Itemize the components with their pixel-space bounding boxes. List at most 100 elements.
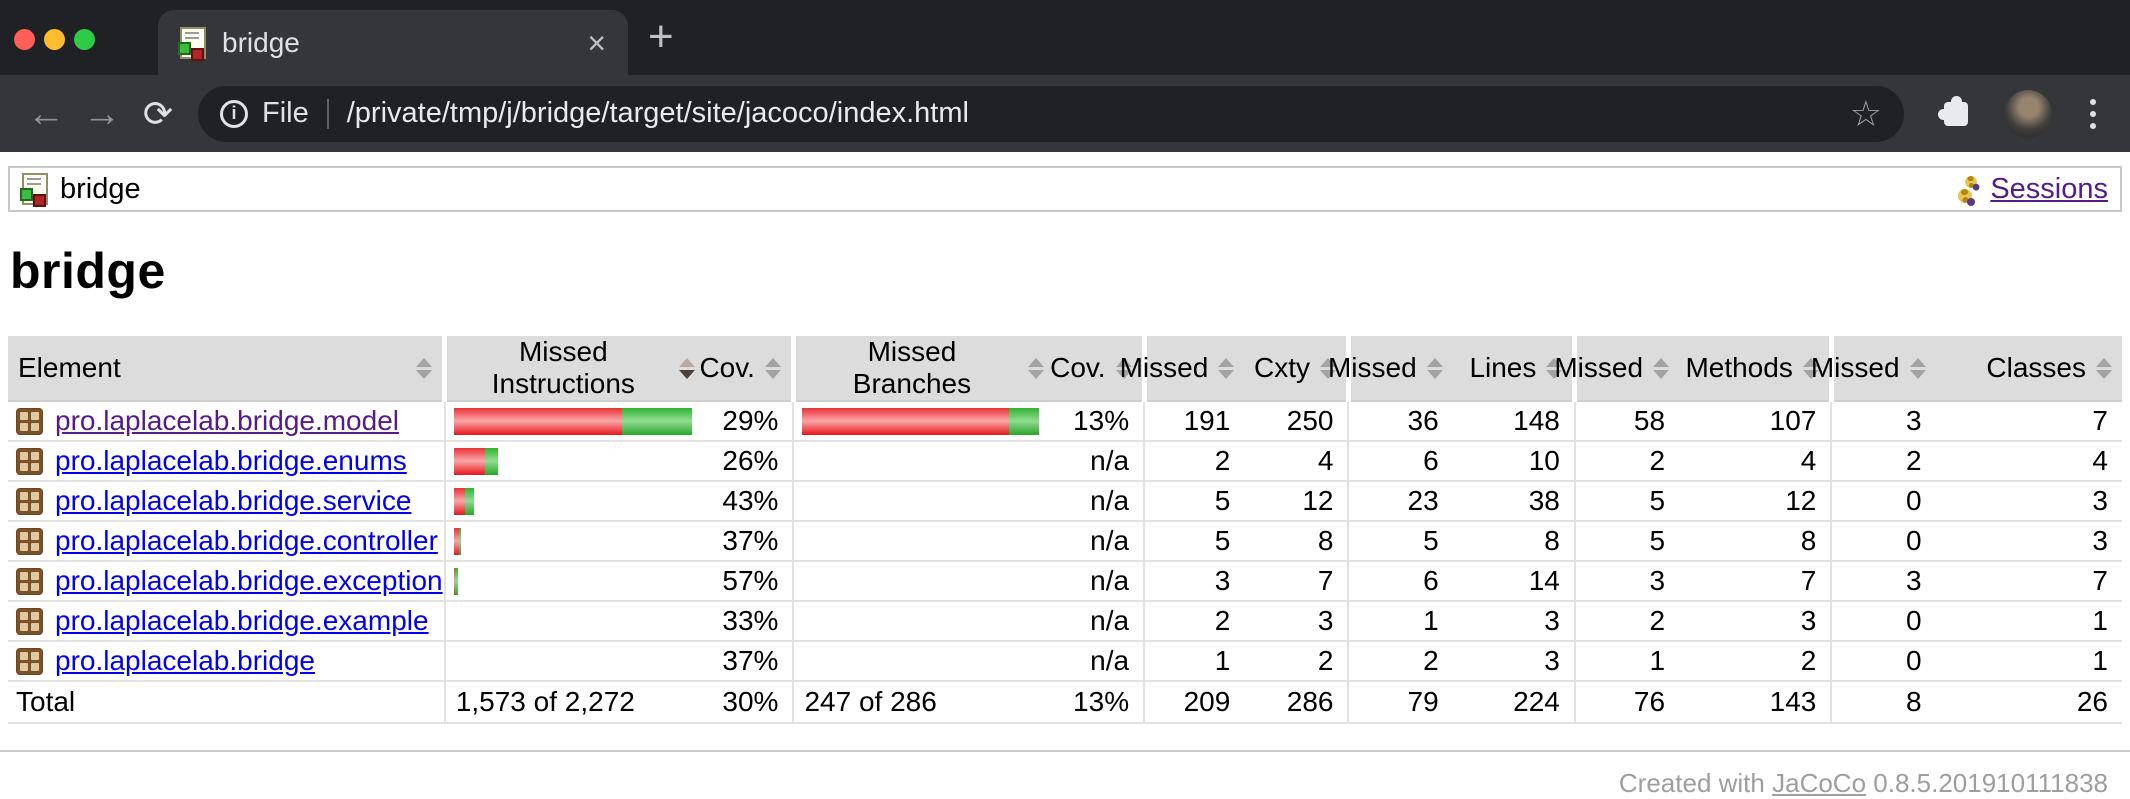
- window-controls: [14, 29, 95, 50]
- package-row: pro.laplacelab.bridge.model 29% 13% 191 250 3…: [8, 401, 2122, 442]
- total-missed-methods: 76: [1573, 681, 1680, 724]
- footer: Created with JaCoCo 0.8.5.201910111838: [0, 768, 2108, 799]
- missed-classes-cell: 2: [1830, 441, 1936, 482]
- minimize-window-button[interactable]: [44, 29, 65, 50]
- package-cell: pro.laplacelab.bridge.example: [8, 601, 445, 642]
- missed-branches-cell: [792, 441, 1054, 482]
- cxty-cell: 4: [1244, 441, 1349, 482]
- column-header-cov-[interactable]: Cov.: [699, 336, 794, 402]
- missed-bar-segment: [453, 407, 622, 435]
- column-header-missed-instructions[interactable]: Missed Instructions: [442, 336, 706, 402]
- total-row: Total 1,573 of 2,272 30% 247 of 286 13% …: [8, 681, 2122, 724]
- total-lines: 224: [1452, 681, 1575, 724]
- missed-branches-cell: [792, 481, 1054, 522]
- browser-menu-icon[interactable]: [2090, 98, 2096, 129]
- missed-classes-cell: 0: [1830, 601, 1936, 642]
- total-branch-coverage: 13%: [1053, 681, 1145, 724]
- back-icon[interactable]: ←: [27, 92, 65, 135]
- sessions-gears-icon: [1958, 175, 1980, 206]
- package-link[interactable]: pro.laplacelab.bridge.example: [55, 605, 429, 636]
- package-link[interactable]: pro.laplacelab.bridge.model: [55, 405, 399, 436]
- package-link[interactable]: pro.laplacelab.bridge.controller: [55, 525, 438, 556]
- extensions-puzzle-icon[interactable]: [1938, 95, 1968, 126]
- reload-icon[interactable]: ⟳: [142, 92, 174, 134]
- missed-classes-cell: 0: [1830, 521, 1936, 562]
- package-icon: [16, 567, 43, 595]
- column-header-element[interactable]: Element: [8, 336, 445, 402]
- methods-cell: 8: [1679, 521, 1832, 562]
- column-header-missed-branches[interactable]: Missed Branches: [790, 336, 1054, 402]
- column-header-missed[interactable]: Missed: [1554, 336, 1680, 402]
- page-info-icon[interactable]: i: [220, 99, 248, 128]
- profile-avatar[interactable]: [2004, 89, 2052, 138]
- report-icon: [20, 173, 48, 207]
- column-header-cov-[interactable]: Cov.: [1050, 336, 1145, 402]
- jacoco-favicon-icon: [178, 26, 206, 61]
- column-label: Cxty: [1253, 352, 1310, 383]
- coverage-bar: [454, 648, 695, 675]
- browser-tab[interactable]: bridge ×: [158, 10, 628, 75]
- package-row: pro.laplacelab.bridge.exception 57% n/a 3 7 6…: [8, 561, 2122, 602]
- package-link[interactable]: pro.laplacelab.bridge.exception: [55, 565, 443, 596]
- browser-toolbar: ← → ⟳ i File /private/tmp/j/bridge/targe…: [0, 75, 2130, 152]
- sort-arrows-icon: [416, 357, 433, 379]
- footer-divider: [0, 750, 2130, 752]
- column-header-missed[interactable]: Missed: [1120, 336, 1245, 402]
- missed-branches-cell: [792, 601, 1054, 642]
- instruction-coverage-cell: 43%: [705, 481, 794, 522]
- tab-close-icon[interactable]: ×: [587, 24, 606, 61]
- maximize-window-button[interactable]: [74, 29, 95, 50]
- package-cell: pro.laplacelab.bridge.service: [8, 481, 445, 522]
- forward-icon[interactable]: →: [83, 92, 121, 135]
- column-header-missed[interactable]: Missed: [1328, 336, 1453, 402]
- new-tab-button[interactable]: +: [648, 12, 674, 61]
- sessions-link[interactable]: Sessions: [1990, 172, 2108, 205]
- address-url[interactable]: /private/tmp/j/bridge/target/site/jacoco…: [346, 97, 969, 129]
- missed-branches-cell: [792, 561, 1054, 602]
- column-label: Missed: [1119, 352, 1209, 383]
- package-cell: pro.laplacelab.bridge: [8, 641, 445, 682]
- jacoco-link[interactable]: JaCoCo: [1772, 768, 1867, 798]
- methods-cell: 4: [1679, 441, 1832, 482]
- table-header-row: Element Missed Instructions Cov. Missed Bra…: [8, 336, 2122, 402]
- missed-classes-cell: 3: [1830, 561, 1936, 602]
- cxty-cell: 7: [1244, 561, 1349, 602]
- jacoco-report-page: bridge Sessions bridge Element Missed Ins…: [0, 166, 2130, 798]
- missed-methods-cell: 2: [1573, 601, 1680, 642]
- sort-arrows-icon: [1218, 357, 1235, 379]
- package-link[interactable]: pro.laplacelab.bridge: [55, 645, 315, 676]
- missed-classes-cell: 3: [1830, 401, 1936, 442]
- missed-lines-cell: 36: [1347, 401, 1453, 442]
- package-icon: [16, 407, 43, 435]
- bookmark-star-icon[interactable]: ☆: [1849, 92, 1882, 134]
- close-window-button[interactable]: [14, 29, 35, 50]
- methods-cell: 3: [1679, 601, 1832, 642]
- package-link[interactable]: pro.laplacelab.bridge.enums: [55, 445, 407, 476]
- branch-coverage-cell: n/a: [1053, 481, 1145, 522]
- column-header-lines[interactable]: Lines: [1452, 336, 1575, 402]
- missed-cxty-cell: 2: [1143, 441, 1245, 482]
- column-header-missed[interactable]: Missed: [1811, 336, 1936, 402]
- instruction-coverage-cell: 33%: [705, 601, 794, 642]
- column-label: Methods: [1685, 352, 1793, 383]
- sort-arrows-icon: [1115, 357, 1132, 379]
- missed-lines-cell: 2: [1347, 641, 1453, 682]
- column-header-classes[interactable]: Classes: [1935, 336, 2122, 402]
- column-label: Missed: [1810, 352, 1900, 383]
- sort-arrows-icon: [2096, 357, 2112, 379]
- package-link[interactable]: pro.laplacelab.bridge.service: [55, 485, 412, 516]
- column-header-cxty[interactable]: Cxty: [1244, 336, 1349, 402]
- missed-branches-cell: [792, 401, 1054, 442]
- column-label: Missed: [1554, 352, 1644, 383]
- covered-bar-segment: [454, 567, 458, 595]
- missed-cxty-cell: 5: [1143, 521, 1245, 562]
- coverage-bar: [453, 407, 695, 435]
- address-bar[interactable]: i File /private/tmp/j/bridge/target/site…: [198, 85, 1904, 142]
- missed-bar-segment: [453, 567, 455, 595]
- package-cell: pro.laplacelab.bridge.controller: [8, 521, 445, 562]
- total-label: Total: [8, 681, 445, 724]
- column-header-methods[interactable]: Methods: [1679, 336, 1832, 402]
- lines-cell: 10: [1452, 441, 1575, 482]
- methods-cell: 107: [1679, 401, 1832, 442]
- covered-bar-segment: [458, 527, 461, 555]
